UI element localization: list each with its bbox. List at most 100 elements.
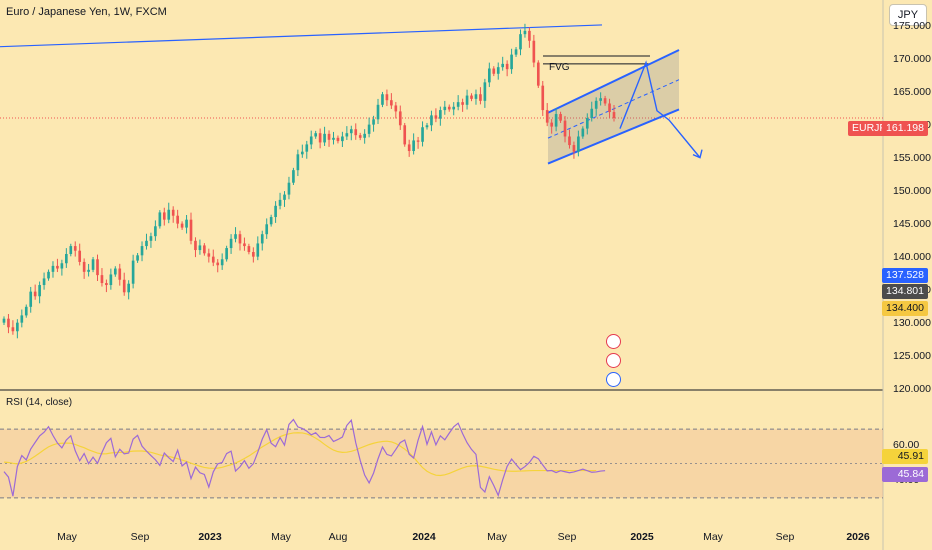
candle-body: [434, 115, 438, 119]
candle-body: [100, 275, 104, 284]
price-tick-label: 140.000: [893, 250, 931, 263]
candle-body: [60, 263, 64, 269]
candle-body: [314, 133, 318, 137]
candle-body: [73, 246, 77, 251]
candle-body: [608, 103, 611, 113]
candle-body: [510, 54, 513, 70]
candle-body: [234, 234, 237, 239]
candle-body: [354, 129, 358, 136]
candle-body: [318, 133, 322, 143]
candle-body: [47, 271, 50, 279]
candle-body: [189, 219, 193, 241]
currency-button[interactable]: JPY: [889, 4, 927, 26]
candle-body: [185, 219, 188, 228]
candle-body: [229, 238, 233, 249]
candle-body: [376, 104, 380, 120]
candle-body: [528, 30, 531, 41]
candle-body: [577, 136, 580, 152]
candle-body: [461, 102, 464, 105]
candle-body: [29, 291, 33, 307]
candle-body: [563, 120, 567, 137]
projection-arrowhead: [692, 149, 703, 159]
candle-body: [496, 67, 500, 74]
candle-body: [568, 136, 571, 146]
candle-body: [514, 49, 518, 55]
candle-body: [327, 133, 331, 140]
candle-body: [332, 137, 335, 140]
candle-body: [554, 114, 558, 127]
channel-upper: [547, 49, 680, 114]
candle-body: [394, 105, 398, 112]
candle-body: [349, 129, 353, 134]
time-tick-label: May: [271, 531, 291, 543]
channel-lower: [547, 108, 680, 165]
candle-body: [385, 94, 389, 101]
time-tick-label: 2023: [198, 531, 222, 543]
candle-body: [238, 234, 242, 244]
candle-body: [16, 322, 19, 332]
candle-body: [585, 118, 589, 129]
candle-body: [158, 212, 162, 227]
candle-body: [581, 128, 585, 137]
candle-body: [42, 278, 46, 286]
rsi-value-tag: 45.84: [882, 467, 928, 482]
candle-body: [545, 110, 549, 123]
time-tick-label: 2024: [412, 531, 436, 543]
candle-body: [536, 62, 540, 86]
candle-body: [243, 243, 246, 247]
candle-body: [113, 268, 117, 275]
candle-body: [109, 274, 113, 286]
rsi-title: RSI (14, close): [6, 397, 73, 408]
price-tick-label: 170.000: [893, 52, 931, 65]
candle-body: [345, 133, 349, 137]
candle-body: [292, 170, 295, 183]
time-tick-label: Sep: [775, 531, 795, 543]
candle-body: [220, 259, 224, 266]
candle-body: [171, 209, 175, 216]
candle-body: [390, 100, 393, 106]
candle-body: [599, 98, 602, 101]
price-annotations: FVG: [0, 24, 883, 165]
candle-body: [372, 119, 375, 125]
candle-body: [96, 259, 99, 276]
candle-body: [247, 246, 251, 253]
candle-body: [532, 40, 536, 63]
flash-icon[interactable]: [606, 334, 621, 349]
candle-body: [149, 236, 153, 241]
candle-body: [572, 145, 576, 152]
fvg-label: FVG: [549, 62, 570, 73]
candle-body: [51, 265, 55, 272]
candle-body: [198, 245, 202, 251]
candle-body: [91, 259, 95, 270]
earnings-icon[interactable]: [606, 372, 621, 387]
candle-body: [87, 269, 90, 272]
gray-price-tag: 134.801: [882, 284, 928, 299]
rsi-line: [3, 418, 606, 498]
candle-body: [287, 182, 291, 195]
candle-body: [260, 234, 264, 244]
candle-body: [550, 122, 553, 127]
rsi-ma-line: [3, 432, 597, 477]
candle-body: [167, 209, 171, 220]
candle-body: [479, 94, 482, 101]
candle-body: [296, 154, 300, 171]
candle-body: [56, 265, 59, 269]
price-tick-label: 175.000: [893, 19, 931, 32]
rsi-tick-label: 60.00: [893, 439, 920, 452]
last-price-tag: 161.198: [882, 121, 928, 136]
event-icon[interactable]: [606, 353, 621, 368]
candle-body: [309, 136, 313, 145]
price-tick-label: 155.000: [893, 151, 931, 164]
candle-body: [136, 255, 139, 261]
candle-body: [24, 306, 28, 316]
candle-body: [265, 224, 269, 235]
candle-body: [519, 34, 522, 50]
candle-body: [456, 102, 460, 107]
candle-body: [341, 136, 344, 142]
time-tick-label: Sep: [130, 531, 150, 543]
candle-body: [305, 144, 309, 152]
blue-price-tag: 137.528: [882, 268, 928, 283]
candle-body: [407, 144, 411, 152]
candle-body: [269, 217, 273, 225]
